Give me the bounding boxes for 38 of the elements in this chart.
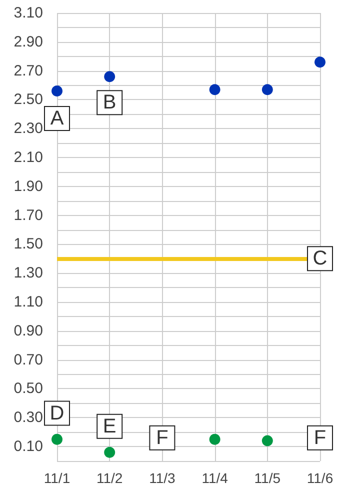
point [209,434,220,445]
y-tick-label: 2.50 [14,91,43,108]
y-tick-label: 2.30 [14,120,43,138]
point [52,86,62,97]
y-tick-label: 1.90 [14,178,43,195]
y-tick-label: 0.70 [14,351,43,368]
y-tick-label: 0.10 [14,438,43,456]
annotation: C [312,248,328,270]
y-tick-label: 0.90 [14,322,43,340]
point [262,84,273,96]
y-tick-label: 1.50 [14,236,43,253]
y-tick-label: 2.70 [14,62,43,80]
annotation: D [50,402,64,424]
annotation: F [156,426,168,449]
y-tick-label: 2.10 [14,149,43,166]
x-tick-label: 11/2 [96,470,123,486]
point [104,71,116,82]
y-tick-label: 0.50 [14,380,43,398]
point [262,435,273,446]
x-tick-label: 11/1 [44,470,70,486]
y-tick-label: 0.30 [14,409,43,426]
annotation: B [102,92,116,114]
annotation: E [102,415,116,438]
y-tick-label: 3.10 [14,4,43,22]
y-tick-label: 1.30 [14,264,43,282]
point [104,446,116,458]
point [209,84,220,96]
x-tick-label: 11/5 [254,470,281,486]
x-tick-label: 11/3 [149,470,176,486]
y-tick-label: 1.10 [14,294,43,311]
x-tick-label: 11/6 [306,470,334,486]
y-tick-label: 2.90 [14,33,43,50]
annotation: A [50,107,64,130]
annotation: F [314,426,326,449]
point [52,434,62,445]
x-tick-label: 11/4 [202,470,228,486]
y-tick-label: 1.70 [14,206,43,224]
point [314,56,326,68]
